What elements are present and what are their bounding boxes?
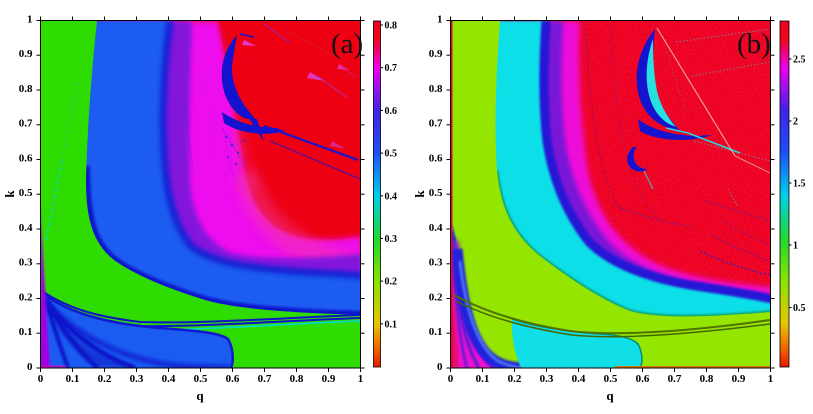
svg-text:0.5: 0.5 <box>385 149 398 160</box>
svg-text:0.8: 0.8 <box>385 21 398 32</box>
svg-text:0: 0 <box>448 373 454 385</box>
svg-text:0.7: 0.7 <box>668 373 682 385</box>
svg-text:1: 1 <box>768 373 774 385</box>
svg-text:0.4: 0.4 <box>162 373 176 385</box>
svg-text:0.6: 0.6 <box>226 373 240 385</box>
svg-text:0.4: 0.4 <box>19 222 33 234</box>
svg-text:0.3: 0.3 <box>429 257 443 269</box>
svg-text:0.6: 0.6 <box>636 373 650 385</box>
svg-text:0.9: 0.9 <box>322 373 336 385</box>
svg-text:0.8: 0.8 <box>429 83 443 95</box>
svg-text:0.1: 0.1 <box>429 326 443 338</box>
svg-text:0.7: 0.7 <box>385 63 398 74</box>
svg-text:0.5: 0.5 <box>793 303 806 314</box>
svg-text:0.3: 0.3 <box>385 234 398 245</box>
svg-text:0.6: 0.6 <box>385 106 398 117</box>
svg-text:0.7: 0.7 <box>258 373 272 385</box>
svg-text:0.6: 0.6 <box>19 152 33 164</box>
svg-text:k: k <box>412 190 427 198</box>
svg-text:0.5: 0.5 <box>194 373 208 385</box>
svg-text:2: 2 <box>793 117 798 128</box>
svg-text:0.1: 0.1 <box>385 319 398 330</box>
svg-text:0.6: 0.6 <box>429 152 443 164</box>
svg-text:0.8: 0.8 <box>19 83 33 95</box>
svg-text:0.2: 0.2 <box>98 373 112 385</box>
svg-text:(b): (b) <box>737 28 771 60</box>
svg-text:0.5: 0.5 <box>429 187 443 199</box>
svg-text:1: 1 <box>27 13 33 25</box>
svg-text:0.5: 0.5 <box>19 187 33 199</box>
svg-text:0.2: 0.2 <box>19 291 33 303</box>
svg-text:q: q <box>196 388 204 403</box>
svg-text:0.3: 0.3 <box>130 373 144 385</box>
svg-text:q: q <box>606 388 614 403</box>
svg-text:1: 1 <box>358 373 364 385</box>
svg-text:0.4: 0.4 <box>385 191 398 202</box>
svg-text:0.9: 0.9 <box>429 48 443 60</box>
svg-text:0: 0 <box>27 361 33 373</box>
svg-text:0: 0 <box>38 373 44 385</box>
svg-text:0.9: 0.9 <box>19 48 33 60</box>
svg-text:0.9: 0.9 <box>732 373 746 385</box>
svg-text:0.3: 0.3 <box>540 373 554 385</box>
svg-text:0.1: 0.1 <box>66 373 80 385</box>
svg-text:0.1: 0.1 <box>19 326 33 338</box>
svg-text:1.5: 1.5 <box>793 179 806 190</box>
svg-text:1: 1 <box>437 13 443 25</box>
svg-text:0.8: 0.8 <box>290 373 304 385</box>
svg-text:k: k <box>2 190 17 198</box>
svg-text:0.4: 0.4 <box>429 222 443 234</box>
svg-text:0.7: 0.7 <box>19 118 33 130</box>
svg-text:0.2: 0.2 <box>429 291 443 303</box>
svg-text:2.5: 2.5 <box>793 55 806 66</box>
svg-text:0.8: 0.8 <box>700 373 714 385</box>
svg-text:(a): (a) <box>331 28 363 60</box>
svg-text:0.2: 0.2 <box>508 373 522 385</box>
svg-text:0.1: 0.1 <box>476 373 490 385</box>
svg-text:0.2: 0.2 <box>385 277 398 288</box>
svg-text:0.3: 0.3 <box>19 257 33 269</box>
svg-text:0.7: 0.7 <box>429 118 443 130</box>
svg-text:0.4: 0.4 <box>572 373 586 385</box>
svg-text:1: 1 <box>793 241 798 252</box>
svg-text:0.5: 0.5 <box>604 373 618 385</box>
svg-text:0: 0 <box>437 361 443 373</box>
